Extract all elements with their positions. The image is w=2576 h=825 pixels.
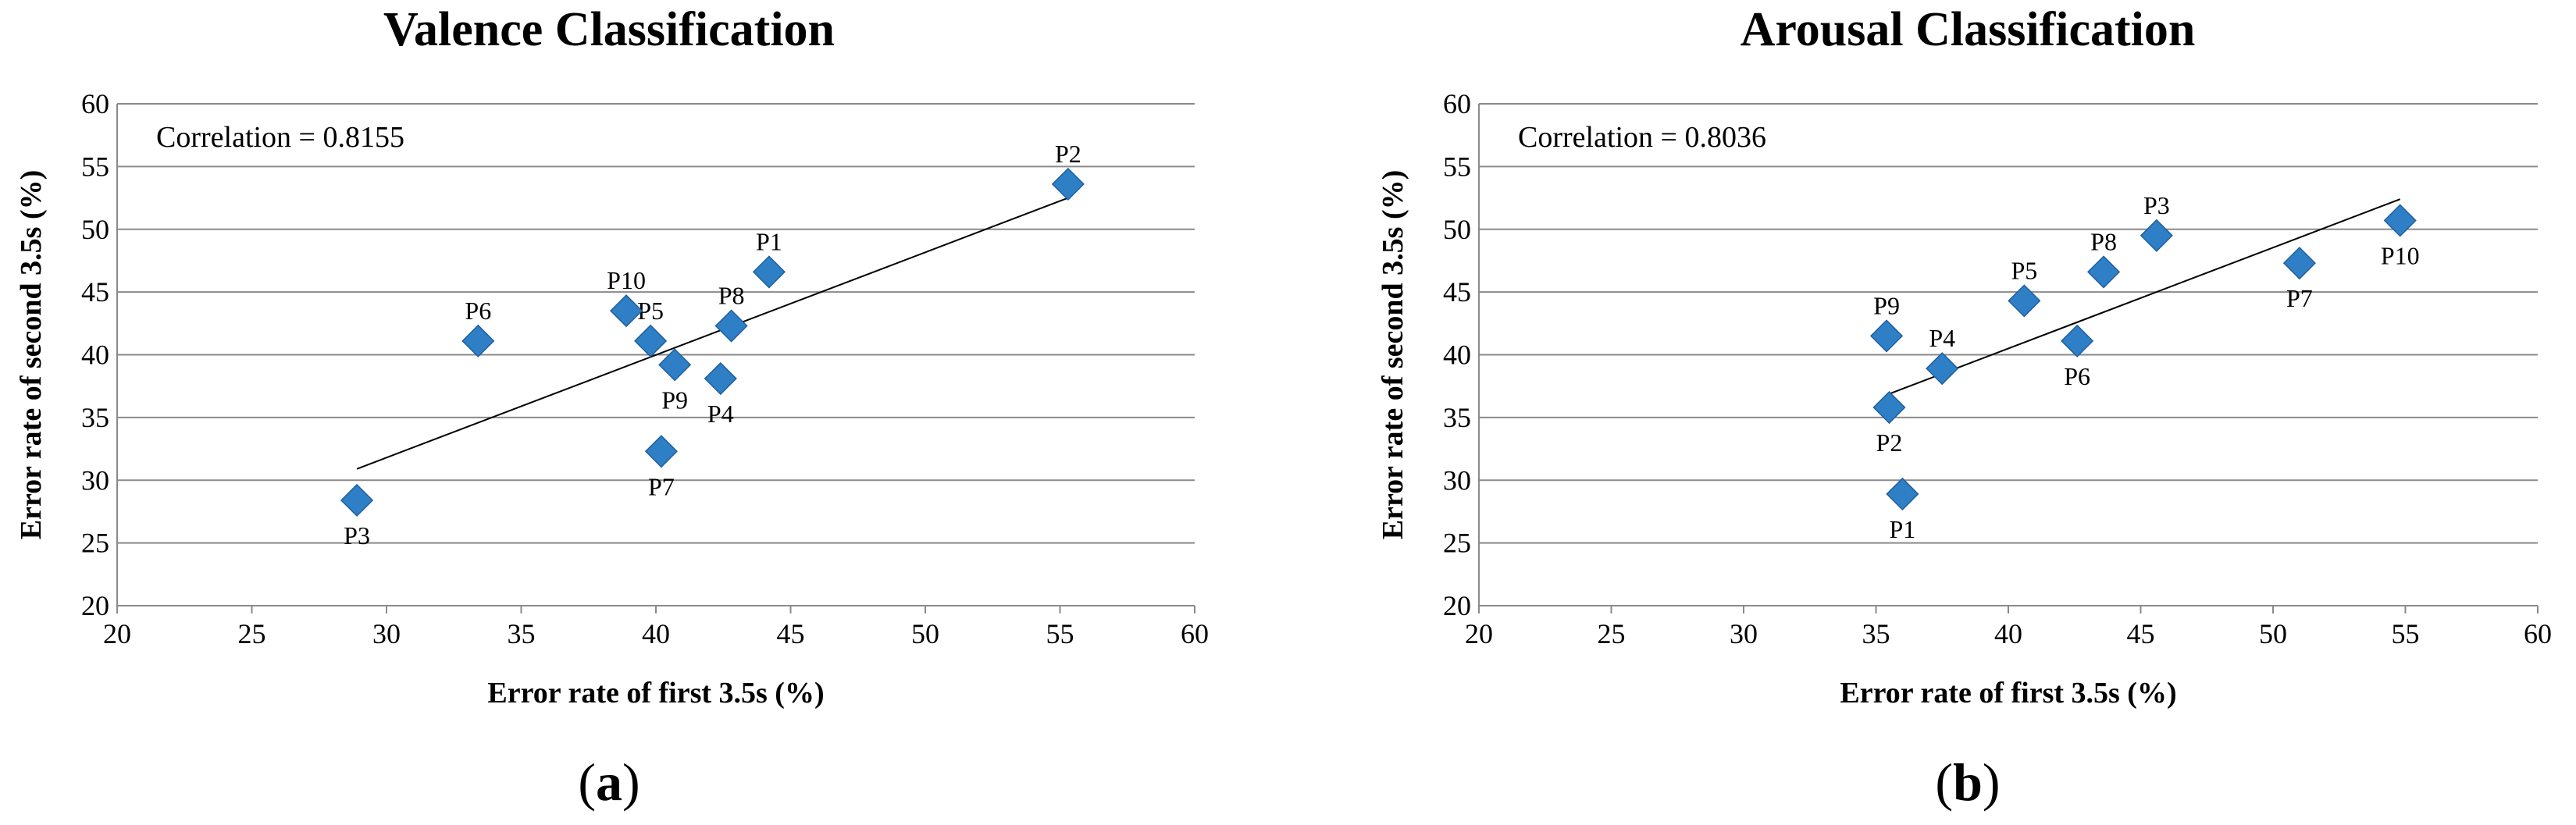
x-tick-label: 40	[1994, 618, 2022, 649]
valence-chart-panel: Valence Classification 20 25 30 35 40 45 50 55 60…	[15, 3, 1209, 812]
chart-title: Arousal Classification	[1740, 3, 2196, 56]
data-point-label: P3	[2143, 191, 2170, 219]
data-point-marker	[644, 435, 678, 468]
data-point-marker	[340, 483, 374, 517]
data-point-marker	[1051, 167, 1085, 201]
data-point-label: P5	[2011, 256, 2037, 284]
x-tick-label: 45	[2127, 618, 2155, 649]
data-point-marker	[1886, 477, 1919, 510]
x-tick-label: 40	[642, 618, 670, 649]
data-point-label: P10	[2381, 241, 2420, 269]
data-point-marker	[2008, 284, 2041, 318]
y-tick-label: 45	[1443, 276, 1471, 308]
data-point-label: P10	[607, 266, 646, 294]
data-point-label: P9	[661, 386, 688, 414]
x-tick-label: 60	[1181, 618, 1209, 649]
y-tick-label: 25	[1443, 528, 1471, 559]
y-axis-label: Error rate of second 3.5s (%)	[1377, 170, 1409, 540]
y-tick-label: 30	[1443, 464, 1471, 496]
x-tick-label: 50	[2259, 618, 2287, 649]
y-tick-label: 20	[1443, 590, 1471, 621]
panel-caption: (b)	[1935, 752, 2000, 812]
trendline	[1886, 198, 2401, 396]
data-point-label: P6	[465, 297, 491, 325]
y-tick-label: 35	[81, 402, 109, 433]
x-tick-label: 25	[238, 618, 266, 649]
x-tick-label: 50	[911, 618, 939, 649]
data-point-marker	[714, 309, 748, 343]
data-point-label: P7	[648, 472, 675, 500]
y-tick-label: 20	[81, 590, 109, 621]
x-tick-label: 35	[508, 618, 536, 649]
data-point-marker	[752, 255, 786, 289]
panel-caption-letter: b	[1953, 752, 1983, 812]
data-point-label: P8	[2090, 227, 2117, 255]
x-tick-label: 20	[103, 618, 131, 649]
y-tick-label: 40	[1443, 340, 1471, 371]
y-tick-label: 35	[1443, 402, 1471, 433]
correlation-annotation: Correlation = 0.8036	[1518, 121, 1766, 154]
data-point-marker	[704, 361, 737, 396]
x-tick-label: 35	[1862, 618, 1890, 649]
data-point-label: P1	[1890, 515, 1916, 543]
data-point-label: P6	[2064, 362, 2090, 390]
correlation-annotation: Correlation = 0.8155	[156, 121, 404, 154]
y-tick-label: 50	[1443, 214, 1471, 245]
data-point-marker	[1869, 319, 1904, 353]
x-tick-label: 60	[2524, 618, 2552, 649]
trendline	[356, 197, 1069, 470]
data-point-marker	[2140, 219, 2173, 252]
y-tick-label: 45	[81, 276, 109, 308]
data-point-label: P8	[718, 282, 745, 310]
panel-caption-letter: a	[596, 752, 622, 812]
data-point-marker	[609, 294, 643, 328]
x-tick-label: 30	[372, 618, 401, 649]
panel-caption: (a)	[578, 752, 640, 812]
data-point-label: P2	[1876, 429, 1903, 457]
arousal-chart-panel: Arousal Classification 20 25 30 35 40 45 50 55 60…	[1377, 3, 2552, 812]
data-point-label: P1	[756, 227, 782, 255]
x-tick-label: 30	[1730, 618, 1758, 649]
data-point-marker	[2282, 247, 2316, 280]
data-point-marker	[658, 348, 692, 382]
y-tick-label: 50	[81, 214, 109, 245]
chart-title: Valence Classification	[383, 3, 835, 56]
data-point-label: P2	[1055, 140, 1081, 168]
y-tick-label: 40	[81, 340, 109, 371]
y-tick-label: 30	[81, 464, 109, 496]
x-axis-label: Error rate of first 3.5s (%)	[1840, 677, 2176, 709]
data-point-label: P3	[344, 521, 370, 549]
x-tick-label: 20	[1465, 618, 1493, 649]
x-tick-label: 25	[1598, 618, 1626, 649]
data-point-label: P9	[1873, 291, 1900, 319]
data-point-marker	[461, 324, 495, 357]
data-point-marker	[2086, 255, 2121, 289]
y-tick-label: 60	[81, 88, 109, 119]
y-tick-label: 55	[81, 151, 109, 182]
x-axis-label: Error rate of first 3.5s (%)	[487, 677, 824, 709]
data-point-label: P4	[1929, 324, 1955, 352]
y-axis-label: Error rate of second 3.5s (%)	[15, 170, 48, 540]
x-tick-label: 45	[777, 618, 805, 649]
y-tick-label: 25	[81, 528, 109, 559]
y-tick-label: 60	[1443, 88, 1471, 119]
x-tick-label: 55	[2392, 618, 2420, 649]
y-tick-label: 55	[1443, 151, 1471, 182]
data-point-marker	[1926, 352, 1959, 386]
x-tick-label: 55	[1046, 618, 1074, 649]
data-point-label: P7	[2286, 284, 2313, 312]
data-point-marker	[2061, 324, 2094, 357]
data-point-marker	[634, 324, 668, 357]
data-point-marker	[2383, 204, 2417, 237]
data-point-marker	[1872, 390, 1906, 425]
data-point-label: P4	[707, 400, 734, 428]
